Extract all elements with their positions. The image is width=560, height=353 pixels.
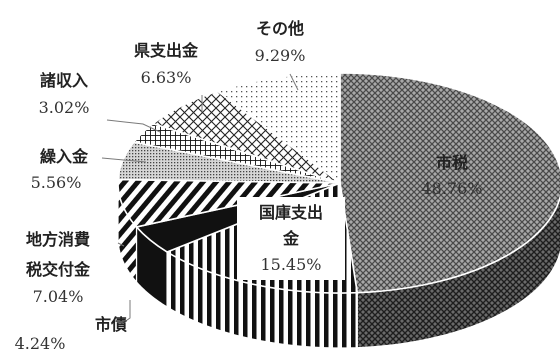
- slice-4-value-label: 7.04%: [33, 287, 84, 306]
- slice-8-name-label: その他: [256, 19, 304, 38]
- slice-6-name-label: 諸収入: [40, 71, 88, 90]
- slice-4-leader-line: [117, 242, 125, 247]
- slice-1-value-label: 48.76%: [421, 179, 482, 198]
- slice-2-name-label-line-2: 金: [282, 229, 300, 248]
- slice-3-value-label: 4.24%: [15, 334, 66, 353]
- slice-4-name-label-line-1: 地方消費: [26, 230, 90, 249]
- slice-7-name-label: 県支出金: [134, 41, 199, 60]
- slice-5-leader-line: [101, 157, 147, 163]
- slice-7-value-label: 6.63%: [141, 68, 192, 87]
- slice-6-value-label: 3.02%: [39, 98, 90, 117]
- slice-3-name-label: 市債: [95, 315, 127, 334]
- slice-2-label-box: [237, 197, 345, 280]
- slice-3-leader-line: [119, 300, 131, 326]
- slice-2-value-label: 15.45%: [260, 255, 321, 274]
- slice-8-value-label: 9.29%: [255, 46, 306, 65]
- slice-5-value-label: 5.56%: [31, 173, 82, 192]
- slice-1-top: [339, 72, 560, 294]
- slice-4-name-label-line-2: 税交付金: [26, 260, 91, 279]
- slice-6-leader-line: [106, 119, 161, 133]
- slice-2-name-label-line-1: 国庫支出: [259, 203, 323, 222]
- slice-5-name-label: 繰入金: [40, 147, 89, 166]
- slice-1-name-label: 市税: [436, 153, 468, 172]
- slice-8-leader-line: [289, 73, 299, 91]
- slice-8-top: [215, 72, 341, 185]
